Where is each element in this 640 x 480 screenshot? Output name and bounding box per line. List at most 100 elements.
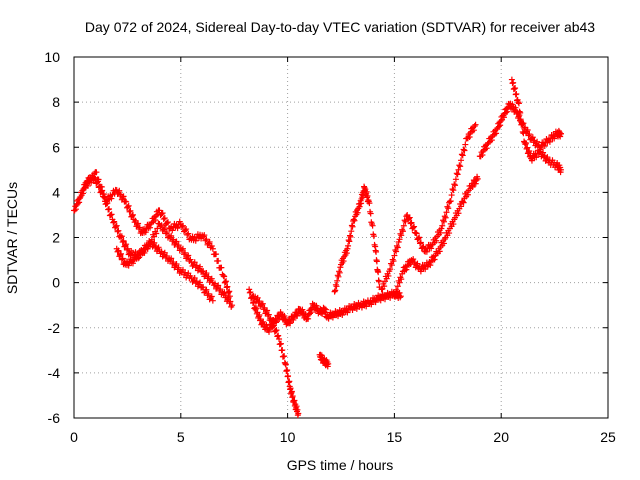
data-point-interp (253, 305, 260, 312)
data-point-interp (185, 230, 192, 237)
data-point-interp (504, 108, 511, 115)
data-point-interp (152, 216, 159, 223)
data-point-interp (416, 234, 423, 241)
data-point-interp (135, 255, 142, 262)
data-point-interp (153, 230, 160, 237)
data-point-interp (502, 109, 509, 116)
data-point-interp (205, 273, 212, 280)
series-track-d (246, 286, 330, 335)
data-point-interp (282, 361, 289, 368)
data-point-interp (115, 227, 122, 234)
y-tick-label: 8 (52, 94, 60, 110)
data-point-interp (436, 248, 443, 255)
data-point-interp (275, 332, 282, 339)
data-point (209, 297, 216, 304)
data-point-interp (277, 340, 284, 347)
data-point-interp (466, 133, 473, 140)
data-point-interp (260, 318, 267, 325)
data-point-interp (346, 232, 353, 239)
data-point-interp (437, 229, 444, 236)
data-point-interp (414, 260, 421, 267)
data-point-interp (364, 192, 371, 199)
data-point-interp (179, 245, 186, 252)
data-point-interp (348, 228, 355, 235)
data-point-interp (451, 181, 458, 188)
data-point-interp (363, 188, 370, 195)
data-point-interp (337, 264, 344, 271)
data-point (350, 216, 357, 223)
data-point-interp (307, 306, 314, 313)
data-point-interp (307, 310, 314, 317)
data-point-interp (281, 353, 288, 360)
data-point-interp (289, 393, 296, 400)
data-point (455, 166, 462, 173)
data-point-interp (225, 289, 232, 296)
data-point-interp (211, 280, 218, 287)
data-point-interp (431, 256, 438, 263)
data-point (395, 239, 402, 246)
data-point (515, 99, 522, 106)
data-point-interp (493, 130, 500, 137)
data-point-interp (454, 171, 461, 178)
series-track-l (508, 76, 565, 176)
x-tick-label: 20 (493, 429, 509, 445)
data-points (71, 76, 565, 419)
data-point-interp (129, 260, 136, 267)
data-point-interp (191, 259, 198, 266)
data-point-interp (136, 224, 143, 231)
data-point-interp (399, 228, 406, 235)
data-point-interp (170, 259, 177, 266)
data-point-interp (72, 206, 79, 213)
data-point-interp (76, 199, 83, 206)
data-point (209, 245, 216, 252)
data-point (323, 306, 330, 313)
data-point-interp (173, 261, 180, 268)
data-point-interp (526, 131, 533, 138)
data-point-interp (93, 169, 100, 176)
data-point-interp (108, 211, 115, 218)
data-point-interp (472, 180, 479, 187)
data-point (325, 360, 332, 367)
data-point-interp (518, 119, 525, 126)
data-point-interp (95, 176, 102, 183)
data-point-interp (464, 191, 471, 198)
data-point-interp (222, 278, 229, 285)
data-point-interp (223, 278, 230, 285)
data-point-interp (373, 258, 380, 265)
data-point-interp (396, 236, 403, 243)
data-point (438, 225, 445, 232)
data-point-interp (413, 230, 420, 237)
data-point (295, 410, 302, 417)
data-point-interp (168, 255, 175, 262)
data-point-interp (457, 163, 464, 170)
data-point (474, 175, 481, 182)
data-point-interp (510, 79, 517, 86)
data-point-interp (347, 233, 354, 240)
data-point-interp (470, 127, 477, 134)
data-point-interp (281, 312, 288, 319)
data-point-interp (447, 198, 454, 205)
data-point-interp (269, 316, 276, 323)
data-point-interp (403, 266, 410, 273)
data-point-interp (124, 245, 131, 252)
series-track-b (81, 169, 233, 300)
data-point-interp (140, 249, 147, 256)
data-point-interp (469, 184, 476, 191)
data-point-interp (158, 248, 165, 255)
data-point-interp (452, 176, 459, 183)
data-point-interp (129, 212, 136, 219)
x-tick-label: 5 (177, 429, 185, 445)
data-point-interp (329, 314, 336, 321)
data-point-interp (287, 385, 294, 392)
data-point-interp (270, 323, 277, 330)
data-point-interp (265, 311, 272, 318)
data-point-interp (332, 287, 339, 294)
data-point-interp (215, 282, 222, 289)
y-tick-label: -2 (48, 320, 61, 336)
series-track-c (113, 238, 216, 304)
data-point-interp (203, 236, 210, 243)
data-point-interp (142, 229, 149, 236)
data-point-interp (408, 219, 415, 226)
data-point-interp (540, 149, 547, 156)
data-point-interp (98, 183, 105, 190)
